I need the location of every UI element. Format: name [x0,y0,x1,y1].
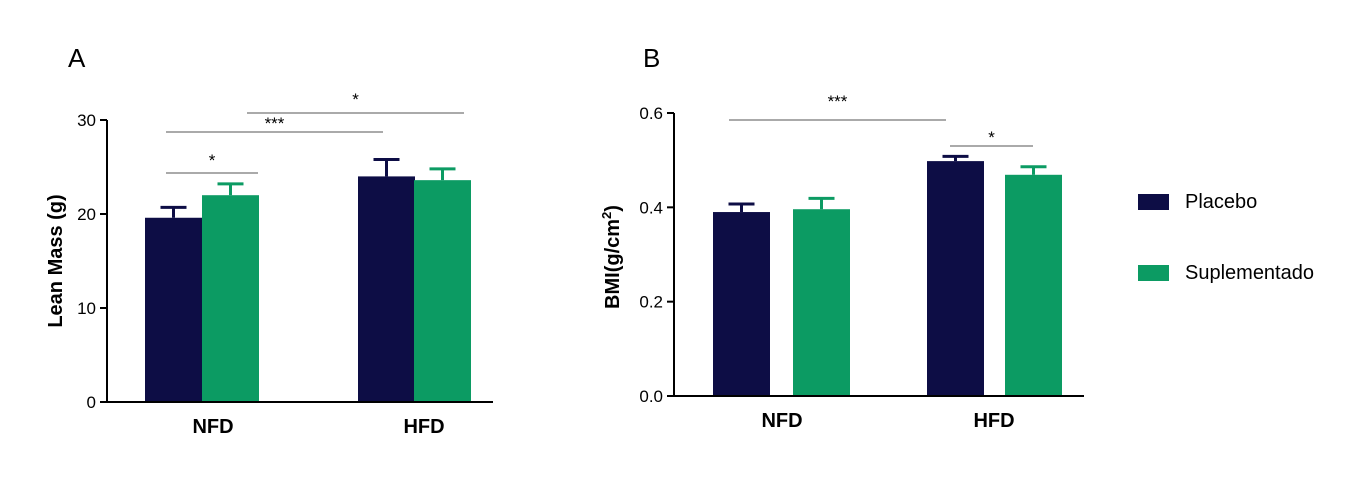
panel-b-label: B [643,43,660,73]
panel-b-xtick-nfd: NFD [761,410,802,432]
panel-b-ytick-label-0: 0.0 [639,387,663,406]
panel-a-xtick-nfd: NFD [192,416,233,438]
panel-b-ytick-label-3: 0.6 [639,104,663,123]
panel-b: B BMI(g/cm2) 0.00.20.40.6**** NFD HFD [599,43,1084,432]
panel-a-sig-label-0: * [209,151,216,170]
panel-a-sig-label-1: *** [265,114,285,133]
panel-b-sig-label-0: *** [828,92,848,111]
legend-swatch-suplementado [1138,265,1169,281]
panel-b-ytick-label-2: 0.4 [639,198,663,217]
legend-label-placebo: Placebo [1185,191,1258,213]
panel-a-ytick-label-0: 0 [87,393,96,412]
panel-b-bar-hfd-placebo [927,161,984,396]
panel-b-ylabel-main: BMI(g/cm [602,219,624,309]
panel-a-xtick-hfd: HFD [403,416,444,438]
panel-a-sig-label-2: * [352,90,359,109]
panel-b-marks: 0.00.20.40.6**** [639,92,1084,406]
panel-a-label: A [68,43,86,73]
panel-b-bar-nfd-placebo [713,212,770,396]
panel-b-sig-label-1: * [988,128,995,147]
panel-b-ylabel-sup: 2 [599,212,614,219]
panel-a-ytick-label-2: 20 [77,205,96,224]
panel-b-bar-nfd-suplementado [793,209,850,396]
panel-a-ytick-label-1: 10 [77,299,96,318]
panel-a-bar-hfd-placebo [358,176,415,402]
panel-a-bar-nfd-suplementado [202,195,259,402]
panel-a-bar-nfd-placebo [145,217,202,402]
panel-b-ylabel: BMI(g/cm2) [599,205,624,309]
panel-b-ylabel-close: ) [602,205,624,212]
legend-swatch-placebo [1138,194,1169,210]
panel-b-bar-hfd-suplementado [1005,174,1062,396]
panel-b-ytick-label-1: 0.2 [639,293,663,312]
panel-a-ylabel: Lean Mass (g) [45,194,67,327]
panel-b-xtick-hfd: HFD [973,410,1014,432]
panel-a-ytick-label-3: 30 [77,111,96,130]
legend-label-suplementado: Suplementado [1185,262,1314,284]
panel-a-bar-hfd-suplementado [414,180,471,402]
